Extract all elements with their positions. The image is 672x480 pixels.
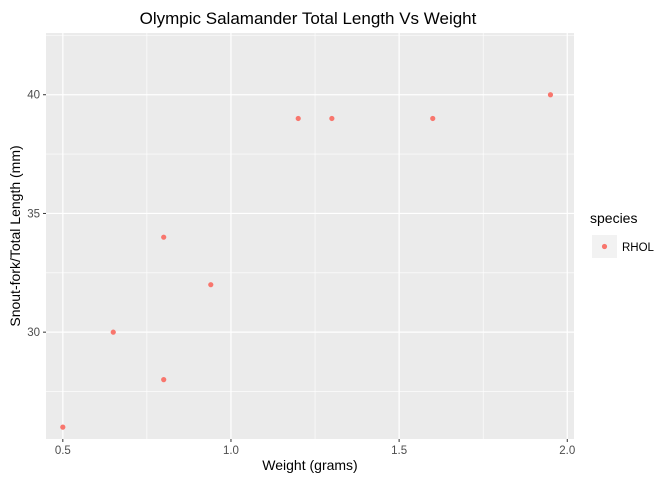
legend-title: species bbox=[590, 210, 637, 226]
legend: species RHOL bbox=[590, 210, 655, 258]
y-axis-ticks: 30 35 40 bbox=[27, 90, 46, 339]
data-point bbox=[329, 115, 335, 122]
data-point bbox=[60, 424, 66, 430]
data-points bbox=[60, 92, 554, 430]
legend-key-point bbox=[601, 243, 608, 250]
x-axis-ticks: 0.5 1.0 1.5 2.0 bbox=[55, 439, 575, 457]
x-tick-label: 1.5 bbox=[391, 445, 407, 457]
plot-panel bbox=[46, 33, 574, 439]
x-tick-label: 2.0 bbox=[559, 445, 575, 457]
x-tick-label: 1.0 bbox=[223, 445, 239, 457]
data-point bbox=[110, 329, 116, 335]
data-point bbox=[547, 92, 554, 98]
grid-lines bbox=[46, 33, 574, 439]
data-point bbox=[295, 115, 301, 122]
y-tick-label: 35 bbox=[27, 208, 40, 220]
x-axis-title: Weight (grams) bbox=[262, 457, 357, 473]
data-point bbox=[430, 115, 436, 122]
y-tick-label: 40 bbox=[27, 90, 40, 102]
x-tick-label: 0.5 bbox=[55, 445, 71, 457]
data-point bbox=[161, 377, 167, 383]
y-axis-title: Snout-fork/Total Length (mm) bbox=[7, 145, 23, 326]
data-point bbox=[208, 282, 214, 288]
legend-label-rhol: RHOL bbox=[622, 242, 655, 254]
chart-title: Olympic Salamander Total Length Vs Weigh… bbox=[140, 9, 477, 28]
data-point bbox=[161, 234, 167, 240]
y-tick-label: 30 bbox=[27, 327, 40, 339]
